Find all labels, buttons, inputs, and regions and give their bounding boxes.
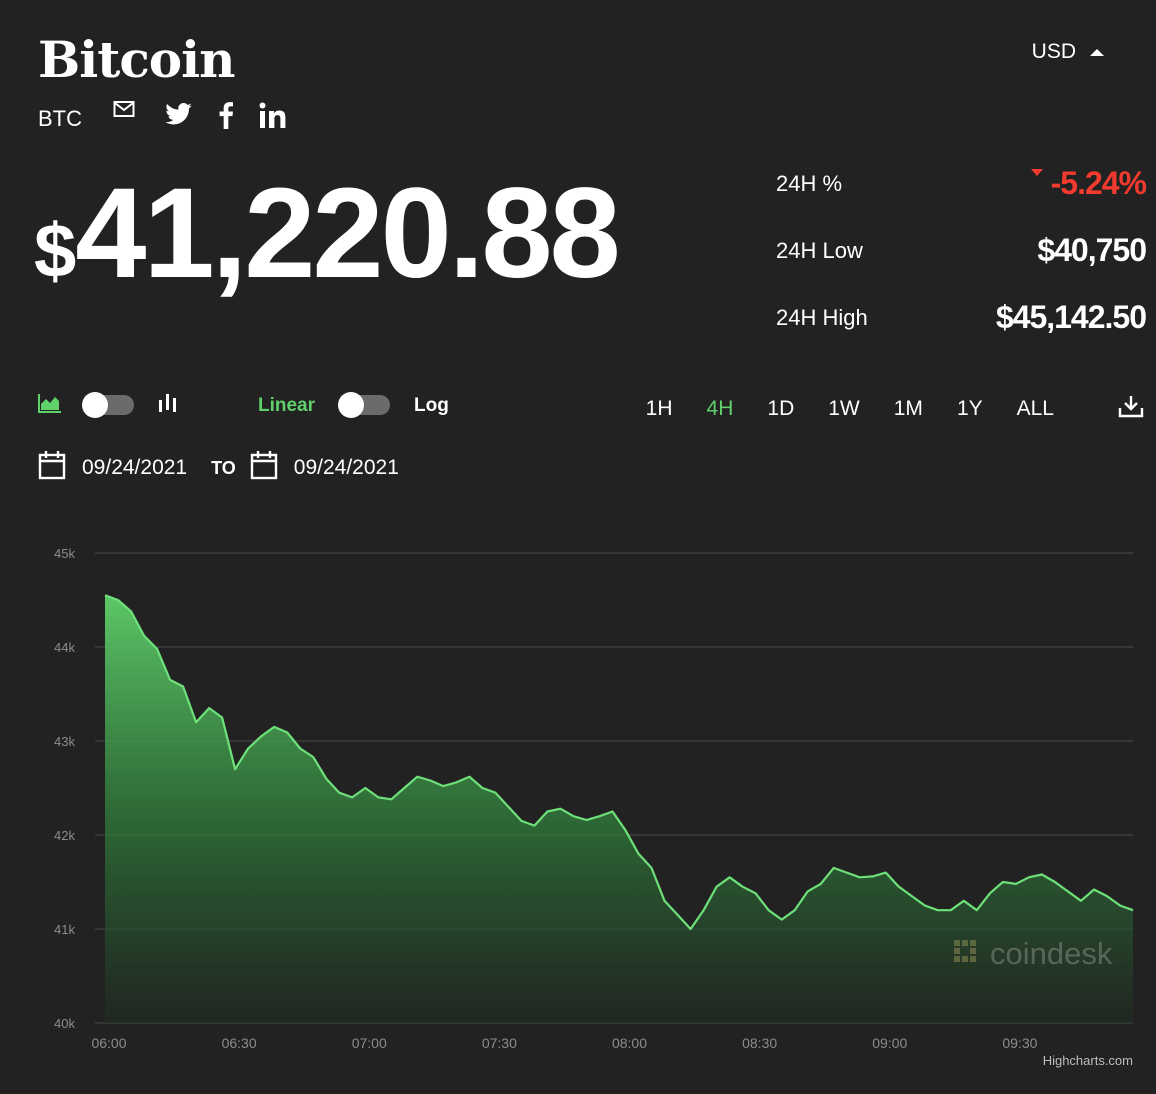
- chart-toolbar: Linear Log 1H 4H 1D 1W 1M 1Y ALL: [38, 388, 1144, 424]
- y-axis: 40k 41k 42k 43k 44k 45k: [54, 546, 75, 1031]
- date-to-label: TO: [211, 457, 236, 478]
- candlestick-chart-icon[interactable]: [158, 392, 178, 419]
- stat-value: $45,142.50: [995, 299, 1147, 335]
- x-tick-label: 09:30: [1002, 1035, 1037, 1051]
- currency-label: USD: [1031, 40, 1076, 63]
- x-tick-label: 08:00: [612, 1035, 647, 1051]
- range-all[interactable]: ALL: [1016, 396, 1054, 420]
- range-1m[interactable]: 1M: [893, 396, 923, 420]
- twitter-icon[interactable]: [165, 103, 192, 125]
- facebook-icon[interactable]: [219, 101, 233, 129]
- x-tick-label: 08:30: [742, 1035, 777, 1051]
- linear-scale-label[interactable]: Linear: [258, 395, 316, 416]
- stat-label: 24H High: [776, 304, 868, 330]
- stat-24h-change: 24H % -5.24%: [776, 150, 1147, 217]
- stat-24h-high: 24H High $45,142.50: [776, 284, 1147, 351]
- toggle-knob: [338, 392, 364, 418]
- x-axis: 06:00 06:30 07:00 07:30 08:00 08:30 09:00 09:30: [91, 1035, 1037, 1051]
- price-stats: 24H % -5.24% 24H Low $40,750 24H High $4…: [776, 150, 1147, 351]
- range-1y[interactable]: 1Y: [956, 396, 983, 420]
- stat-label: 24H %: [776, 170, 843, 196]
- scale-toggle[interactable]: [338, 392, 390, 418]
- coindesk-watermark: coindesk: [954, 936, 1113, 971]
- x-tick-label: 06:00: [91, 1035, 126, 1051]
- date-range: 09/24/2021 TO 09/24/2021: [38, 450, 399, 486]
- price-value: 41,220.88: [75, 162, 620, 305]
- ticker-symbol: BTC: [38, 106, 82, 131]
- stat-label: 24H Low: [776, 237, 863, 263]
- y-tick-label: 43k: [54, 734, 75, 749]
- x-tick-label: 06:30: [222, 1035, 257, 1051]
- price-line: [104, 594, 1134, 931]
- x-tick-label: 07:00: [352, 1035, 387, 1051]
- x-tick-label: 07:30: [482, 1035, 517, 1051]
- y-tick-label: 42k: [54, 828, 75, 843]
- y-tick-label: 45k: [54, 546, 75, 561]
- toggle-knob: [82, 392, 108, 418]
- download-icon[interactable]: [1118, 394, 1144, 423]
- down-triangle-icon: [1030, 169, 1043, 176]
- y-tick-label: 41k: [54, 922, 75, 937]
- watermark-text: coindesk: [990, 936, 1113, 971]
- range-4h[interactable]: 4H: [706, 396, 734, 420]
- range-1h[interactable]: 1H: [645, 396, 673, 420]
- calendar-icon[interactable]: [250, 450, 278, 486]
- currency-selector[interactable]: USD: [1032, 40, 1104, 64]
- stat-value: -5.24%: [1050, 165, 1147, 201]
- stat-value: $40,750: [1037, 232, 1147, 268]
- chart-type-toggle[interactable]: [82, 392, 134, 418]
- range-1d[interactable]: 1D: [767, 396, 795, 420]
- calendar-icon[interactable]: [38, 450, 66, 486]
- stat-24h-low: 24H Low $40,750: [776, 217, 1147, 284]
- date-from[interactable]: 09/24/2021: [82, 456, 188, 479]
- coindesk-logo-icon: [954, 940, 976, 962]
- y-tick-label: 40k: [54, 1016, 75, 1031]
- log-scale-label[interactable]: Log: [414, 395, 449, 416]
- page-title: Bitcoin: [38, 30, 235, 89]
- stat-value-negative: -5.24%: [1030, 165, 1147, 202]
- highcharts-credit[interactable]: Highcharts.com: [1043, 1053, 1133, 1068]
- mail-icon[interactable]: [113, 100, 135, 118]
- price-area: [105, 595, 1133, 1023]
- x-tick-label: 09:00: [872, 1035, 907, 1051]
- caret-up-icon: [1090, 48, 1104, 56]
- area-chart-icon[interactable]: [38, 393, 62, 418]
- current-price: $ 41,220.88: [34, 160, 621, 307]
- range-1w[interactable]: 1W: [828, 396, 860, 420]
- y-tick-label: 44k: [54, 640, 75, 655]
- price-currency-symbol: $: [34, 209, 76, 294]
- linkedin-icon[interactable]: [259, 102, 287, 128]
- time-range-selector: 1H 4H 1D 1W 1M 1Y ALL: [646, 394, 1144, 423]
- date-to[interactable]: 09/24/2021: [293, 456, 399, 479]
